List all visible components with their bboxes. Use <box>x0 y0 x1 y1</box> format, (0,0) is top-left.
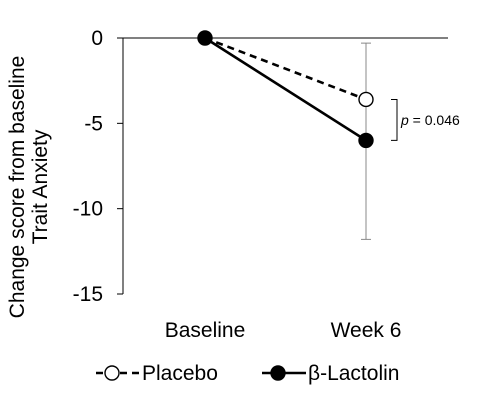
y-axis-title: Change score from baseline Trait Anxiety <box>6 56 52 319</box>
data-point-filled <box>358 132 374 149</box>
x-tick-label: Week 6 <box>331 319 402 342</box>
y-axis-title-line-1: Change score from baseline <box>6 56 29 319</box>
x-tick-labels: Baseline Week 6 <box>165 319 402 342</box>
y-tick-label: 0 <box>91 27 103 50</box>
p-value-annotation: p = 0.046 <box>400 112 460 128</box>
data-point-filled <box>197 30 213 46</box>
y-tick-label: -5 <box>84 112 103 135</box>
significance-bracket <box>391 98 398 141</box>
legend-label-lactolin: β-Lactolin <box>308 362 399 385</box>
legend-marker-filled <box>270 365 286 381</box>
y-tick-labels: 0 -5 -10 -15 <box>73 27 103 306</box>
legend-label-placebo: Placebo <box>142 362 218 385</box>
legend-marker-open <box>104 365 120 381</box>
legend: Placebo β-Lactolin <box>96 362 399 385</box>
y-tick-label: -10 <box>73 198 103 221</box>
series-lines <box>197 30 374 149</box>
x-tick-label: Baseline <box>165 319 246 342</box>
data-point-open <box>358 91 374 108</box>
annotations: p = 0.046 <box>391 98 460 141</box>
series-line-lactolin <box>204 36 367 142</box>
y-tick-label: -15 <box>73 283 103 306</box>
y-axis-title-line-2: Trait Anxiety <box>29 129 52 244</box>
series-line-placebo <box>204 36 367 101</box>
axes <box>117 37 448 295</box>
